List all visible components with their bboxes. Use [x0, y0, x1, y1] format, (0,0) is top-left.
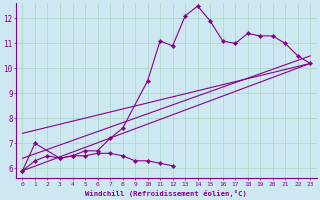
X-axis label: Windchill (Refroidissement éolien,°C): Windchill (Refroidissement éolien,°C) [85, 190, 247, 197]
